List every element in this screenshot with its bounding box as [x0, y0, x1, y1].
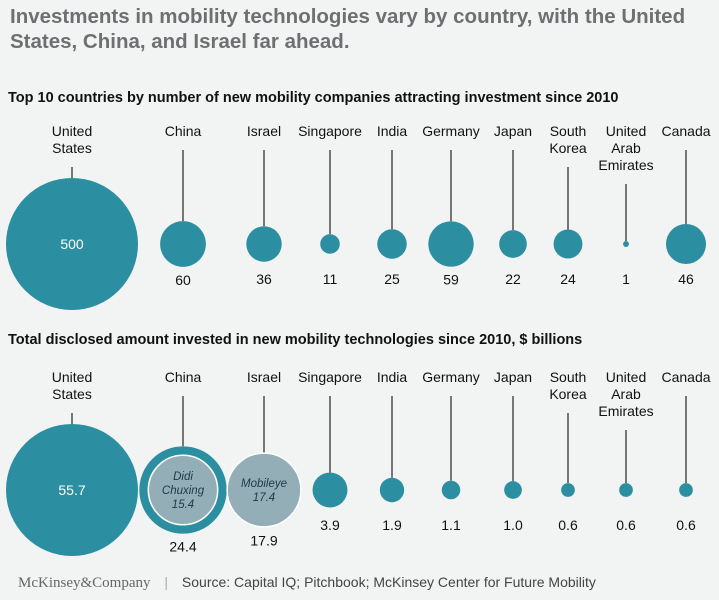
data-label: 25 — [384, 271, 400, 287]
category-label: United — [52, 123, 92, 139]
category-label: Canada — [661, 123, 710, 139]
bubble-chart-1: UnitedStates500China60Israel36Singapore1… — [6, 123, 711, 310]
brand-logo: McKinsey&Company — [18, 575, 151, 591]
category-label: South — [550, 369, 587, 385]
highlight-label: Mobileye — [241, 478, 287, 490]
category-label: China — [165, 369, 202, 385]
highlight-label: Didi — [173, 471, 193, 483]
bubble — [377, 229, 407, 259]
bubble — [160, 221, 206, 267]
footer-separator: | — [164, 574, 169, 590]
bubble — [6, 178, 138, 310]
bubble — [623, 241, 629, 247]
category-label: Korea — [549, 386, 587, 402]
bubble — [6, 424, 138, 556]
bubble — [428, 221, 474, 267]
category-label: United — [606, 369, 646, 385]
category-label: States — [52, 140, 92, 156]
category-label: Germany — [422, 123, 480, 139]
category-label: Emirates — [598, 403, 653, 419]
data-label: 1 — [622, 271, 630, 287]
chart-title: Investments in mobility technologies var… — [10, 5, 686, 53]
data-label: 22 — [505, 271, 521, 287]
data-label: 36 — [256, 271, 272, 287]
data-label: 59 — [443, 272, 459, 288]
category-label: South — [550, 123, 587, 139]
footer: McKinsey&Company | Source: Capital IQ; P… — [18, 574, 596, 592]
highlight-bubble — [147, 454, 219, 526]
category-label: Singapore — [298, 123, 362, 139]
category-label: Japan — [494, 123, 532, 139]
data-label: 11 — [323, 271, 338, 287]
data-label: 0.6 — [676, 517, 696, 533]
data-label: 17.9 — [250, 532, 277, 548]
data-label: 24.4 — [169, 539, 196, 555]
bubble-charts: UnitedStates500China60Israel36Singapore1… — [6, 123, 711, 556]
data-label: 1.1 — [441, 517, 461, 533]
category-label: Emirates — [598, 157, 653, 173]
bubble — [441, 480, 461, 500]
highlight-bubble — [226, 452, 302, 528]
section-title-companies: Top 10 countries by number of new mobili… — [8, 90, 619, 106]
bubble — [679, 483, 693, 497]
category-label: Israel — [247, 123, 281, 139]
category-label: China — [165, 123, 202, 139]
bubble — [553, 229, 583, 259]
bubble-chart-2: UnitedStates55.7ChinaDidiChuxing15.424.4… — [6, 369, 711, 556]
data-label: 24 — [560, 271, 576, 287]
category-label: Japan — [494, 369, 532, 385]
category-label: Israel — [247, 369, 281, 385]
bubble — [320, 234, 340, 254]
bubble — [665, 223, 707, 265]
highlight-label: 15.4 — [172, 499, 194, 511]
data-label: 60 — [175, 272, 191, 288]
highlight-label: 17.4 — [253, 492, 275, 504]
bubble — [312, 472, 348, 508]
source-note: Source: Capital IQ; Pitchbook; McKinsey … — [181, 574, 596, 590]
data-label: 500 — [60, 236, 84, 252]
category-label: India — [377, 369, 408, 385]
category-label: Arab — [611, 386, 641, 402]
data-label: 0.6 — [558, 517, 578, 533]
data-label: 1.0 — [503, 517, 523, 533]
category-label: States — [52, 386, 92, 402]
bubble — [504, 481, 522, 499]
category-label: India — [377, 123, 408, 139]
data-label: 0.6 — [616, 517, 636, 533]
bubble — [379, 477, 405, 503]
data-label: 46 — [678, 271, 694, 287]
category-label: United — [52, 369, 92, 385]
category-label: Korea — [549, 140, 587, 156]
data-label: 55.7 — [58, 482, 85, 498]
category-label: Singapore — [298, 369, 362, 385]
bubble — [499, 230, 527, 258]
bubble — [561, 483, 575, 497]
section-title-investment: Total disclosed amount invested in new m… — [8, 332, 583, 348]
data-label: 3.9 — [320, 517, 340, 533]
bubble — [619, 483, 633, 497]
category-label: Arab — [611, 140, 641, 156]
category-label: Canada — [661, 369, 710, 385]
category-label: Germany — [422, 369, 480, 385]
highlight-label: Chuxing — [162, 485, 205, 497]
data-label: 1.9 — [382, 517, 402, 533]
category-label: United — [606, 123, 646, 139]
bubble — [246, 226, 282, 262]
